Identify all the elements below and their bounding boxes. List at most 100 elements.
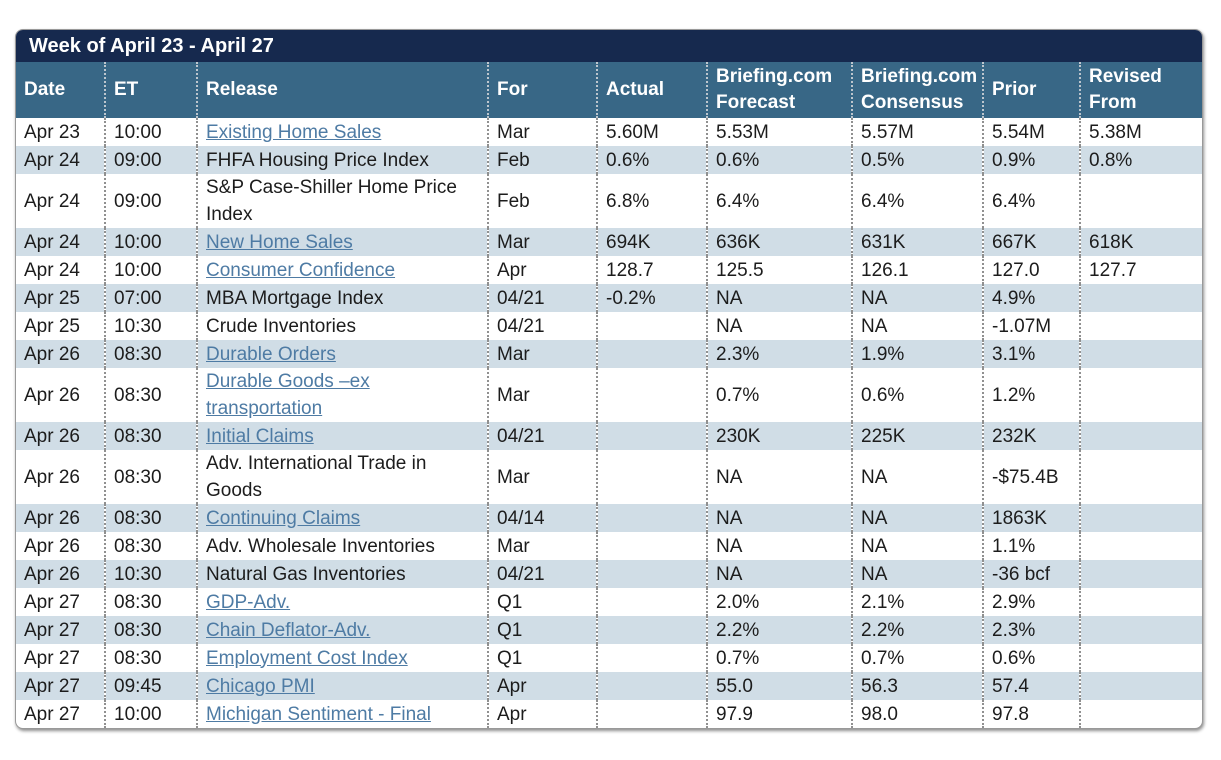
cell-et: 10:00 [104,256,197,284]
cell-actual [596,588,707,616]
release-link[interactable]: Chain Deflator-Adv. [206,619,371,641]
cell-value: Q1 [497,619,523,641]
calendar-table: Date ET Release For Actual Briefing.com Forec… [16,62,1202,728]
cell-actual [596,504,707,532]
cell-value: 0.7% [861,647,905,669]
cell-value: 636K [716,231,761,253]
cell-value: 127.0 [992,259,1040,281]
cell-actual [596,616,707,644]
table-row: Apr 25 10:30 Crude Inventories 04/21 NA NA -1.… [16,312,1202,340]
cell-actual [596,422,707,450]
cell-value: NA [861,466,888,488]
cell-value: 08:30 [114,384,162,406]
cell-value: 10:00 [114,231,162,253]
cell-value: 08:30 [114,619,162,641]
cell-value: Adv. Wholesale Inventories [206,535,435,557]
cell-value: 04/21 [497,425,545,447]
release-link[interactable]: Consumer Confidence [206,259,396,281]
cell-value: 5.60M [606,121,659,143]
cell-value: -1.07M [992,315,1052,337]
cell-et: 08:30 [104,504,197,532]
cell-et: 09:00 [104,174,197,228]
cell-actual [596,672,707,700]
cell-value: 126.1 [861,259,909,281]
cell-forecast: NA [706,560,852,588]
release-link[interactable]: New Home Sales [206,231,353,253]
cell-revised [1079,312,1202,340]
cell-value: 0.6% [861,384,905,406]
cell-release: Existing Home Sales [196,118,488,146]
cell-revised [1079,422,1202,450]
cell-value: 0.6% [606,149,650,171]
release-link[interactable]: Initial Claims [206,425,314,447]
cell-value: 07:00 [114,287,162,309]
cell-value: 1.1% [992,535,1036,557]
cell-value: 08:30 [114,466,162,488]
cell-et: 08:30 [104,616,197,644]
release-link[interactable]: Employment Cost Index [206,647,408,669]
cell-for: Mar [487,228,597,256]
cell-date: Apr 26 [16,340,105,368]
cell-consensus: NA [851,450,983,504]
cell-forecast: NA [706,284,852,312]
cell-value: 230K [716,425,761,447]
cell-value: Apr 23 [24,121,80,143]
release-link[interactable]: Durable Goods –ex transportation [206,371,370,419]
cell-value: 2.3% [716,343,760,365]
cell-value: Apr 26 [24,563,80,585]
cell-actual [596,312,707,340]
cell-value: 5.53M [716,121,769,143]
cell-value: Apr 26 [24,343,80,365]
cell-release: Adv. Wholesale Inventories [196,532,488,560]
release-link[interactable]: Durable Orders [206,343,336,365]
cell-for: Q1 [487,616,597,644]
cell-consensus: 0.5% [851,146,983,174]
cell-revised [1079,644,1202,672]
cell-value: 04/21 [497,287,545,309]
cell-revised: 5.38M [1079,118,1202,146]
cell-value: Apr 24 [24,190,80,212]
cell-value: Apr 26 [24,535,80,557]
cell-date: Apr 23 [16,118,105,146]
cell-value: 0.7% [716,647,760,669]
cell-value: S&P Case-Shiller Home Price Index [206,177,457,225]
cell-value: -$75.4B [992,466,1059,488]
cell-revised [1079,588,1202,616]
column-header-et: ET [104,62,197,118]
cell-consensus: 0.6% [851,368,983,422]
cell-release: Consumer Confidence [196,256,488,284]
cell-for: Q1 [487,588,597,616]
release-link[interactable]: Continuing Claims [206,507,361,529]
cell-revised [1079,174,1202,228]
cell-value: Apr 27 [24,675,80,697]
cell-value: -0.2% [606,287,656,309]
cell-release: Chicago PMI [196,672,488,700]
cell-value: 127.7 [1089,259,1137,281]
cell-release: Natural Gas Inventories [196,560,488,588]
cell-et: 10:30 [104,560,197,588]
cell-value: 631K [861,231,906,253]
release-link[interactable]: GDP-Adv. [206,591,291,613]
release-link[interactable]: Existing Home Sales [206,121,382,143]
cell-value: 08:30 [114,647,162,669]
cell-release: Continuing Claims [196,504,488,532]
release-link[interactable]: Michigan Sentiment - Final [206,703,431,725]
cell-consensus: 1.9% [851,340,983,368]
cell-et: 08:30 [104,340,197,368]
cell-date: Apr 26 [16,450,105,504]
table-row: Apr 27 09:45 Chicago PMI Apr 55.0 56.3 57.4 [16,672,1202,700]
cell-value: 6.4% [716,190,760,212]
cell-date: Apr 26 [16,422,105,450]
cell-value: Feb [497,190,530,212]
cell-value: 97.9 [716,703,753,725]
cell-consensus: 2.2% [851,616,983,644]
cell-prior: 97.8 [982,700,1080,728]
cell-et: 08:30 [104,368,197,422]
cell-release: Adv. International Trade in Goods [196,450,488,504]
cell-value: 5.38M [1089,121,1142,143]
table-row: Apr 27 08:30 Chain Deflator-Adv. Q1 2.2% 2.2%… [16,616,1202,644]
cell-value: NA [861,507,888,529]
release-link[interactable]: Chicago PMI [206,675,315,697]
cell-consensus: 225K [851,422,983,450]
cell-release: Initial Claims [196,422,488,450]
